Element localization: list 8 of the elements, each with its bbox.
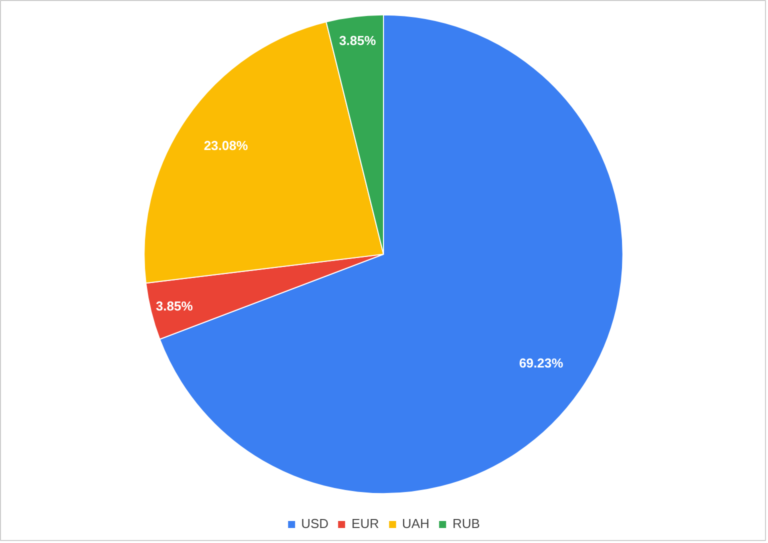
data-label: 69.23% [519, 355, 564, 370]
data-label: 3.85% [156, 298, 194, 314]
legend-label: RUB [452, 516, 480, 531]
data-label: 23.08% [204, 138, 248, 153]
legend-label: USD [301, 516, 329, 531]
legend-label: UAH [402, 516, 430, 531]
legend-label: EUR [352, 516, 379, 531]
data-label: 3.85% [339, 32, 376, 48]
